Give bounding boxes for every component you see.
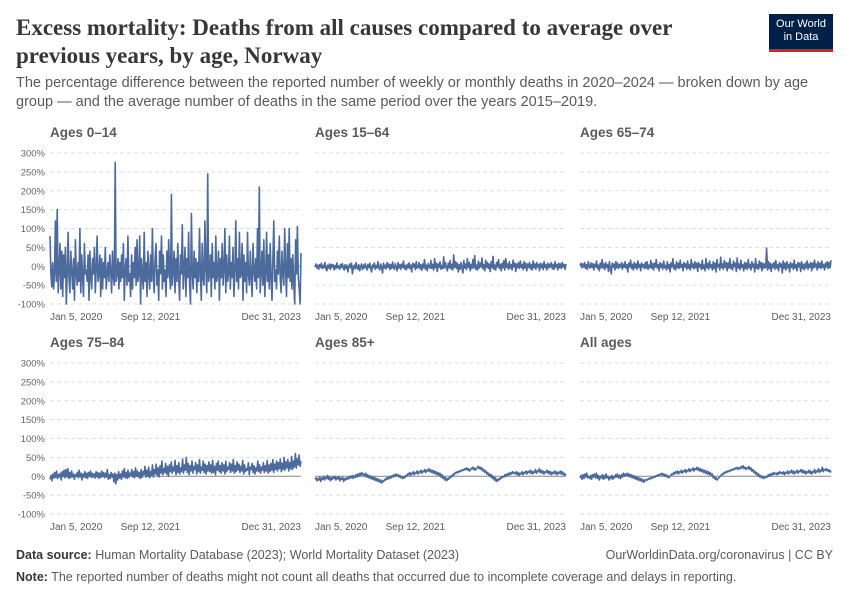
- x-tick-label: Sep 12, 2021: [121, 312, 181, 323]
- y-tick-label: 0%: [31, 472, 45, 483]
- panel-title: Ages 85+: [315, 335, 375, 350]
- owid-logo[interactable]: Our World in Data: [769, 14, 833, 52]
- panel-title: Ages 15–64: [315, 125, 390, 140]
- y-tick-label: -50%: [23, 281, 46, 292]
- y-tick-label: 100%: [21, 224, 46, 235]
- data-source: Data source: Human Mortality Database (2…: [16, 548, 459, 562]
- x-tick-label: Jan 5, 2020: [50, 312, 103, 323]
- x-tick-label: Sep 12, 2021: [386, 312, 446, 323]
- y-tick-label: 0%: [31, 262, 45, 273]
- x-tick-label: Dec 31, 2023: [507, 312, 567, 323]
- series-line: [49, 161, 302, 305]
- y-tick-label: -50%: [23, 491, 46, 502]
- series-line: [579, 464, 832, 484]
- x-tick-label: Dec 31, 2023: [507, 522, 567, 533]
- x-tick-label: Dec 31, 2023: [772, 312, 832, 323]
- series-line: [579, 247, 832, 275]
- y-tick-label: 300%: [21, 149, 46, 160]
- panel-title: Ages 75–84: [50, 335, 125, 350]
- y-tick-label: 300%: [21, 359, 46, 370]
- footnote: Note: The reported number of deaths migh…: [16, 570, 736, 584]
- x-tick-label: Jan 5, 2020: [315, 522, 368, 533]
- y-tick-label: -100%: [18, 300, 46, 311]
- small-multiples-chart: Ages 0–14 300% 250% 200% 150% 100% 50% 0% -50% -1…: [18, 125, 832, 533]
- y-tick-label: 100%: [21, 434, 46, 445]
- series-line: [314, 254, 567, 275]
- y-tick-label: 150%: [21, 205, 46, 216]
- x-tick-label: Jan 5, 2020: [580, 312, 633, 323]
- x-tick-label: Dec 31, 2023: [772, 522, 832, 533]
- y-tick-label: 50%: [26, 453, 46, 464]
- y-tick-label: 250%: [21, 167, 46, 178]
- x-tick-label: Jan 5, 2020: [50, 522, 103, 533]
- site-credit[interactable]: OurWorldinData.org/coronavirus | CC BY: [605, 548, 833, 562]
- x-tick-label: Sep 12, 2021: [386, 522, 446, 533]
- y-tick-label: -100%: [18, 510, 46, 521]
- note-text: The reported number of deaths might not …: [51, 570, 737, 584]
- x-tick-label: Sep 12, 2021: [651, 522, 711, 533]
- x-tick-label: Dec 31, 2023: [242, 522, 302, 533]
- x-tick-label: Jan 5, 2020: [315, 312, 368, 323]
- panel-title: Ages 65–74: [580, 125, 655, 140]
- x-tick-label: Sep 12, 2021: [651, 312, 711, 323]
- y-tick-label: 150%: [21, 415, 46, 426]
- y-tick-label: 50%: [26, 243, 46, 254]
- y-tick-label: 250%: [21, 377, 46, 388]
- x-tick-label: Dec 31, 2023: [242, 312, 302, 323]
- logo-line1: Our World: [776, 18, 826, 30]
- panel-title: Ages 0–14: [50, 125, 117, 140]
- note-label: Note:: [16, 570, 48, 584]
- y-tick-label: 200%: [21, 396, 46, 407]
- series-line: [314, 465, 567, 484]
- x-tick-label: Jan 5, 2020: [580, 522, 633, 533]
- series-line: [49, 452, 302, 485]
- chart-subtitle: The percentage difference between the re…: [16, 75, 809, 110]
- x-tick-label: Sep 12, 2021: [121, 522, 181, 533]
- y-tick-label: 200%: [21, 186, 46, 197]
- logo-line2: in Data: [783, 31, 819, 43]
- chart-title: Excess mortality: Deaths from all causes…: [16, 15, 672, 68]
- panel-title: All ages: [580, 335, 632, 350]
- source-text[interactable]: Human Mortality Database (2023); World M…: [95, 548, 460, 562]
- source-label: Data source:: [16, 548, 92, 562]
